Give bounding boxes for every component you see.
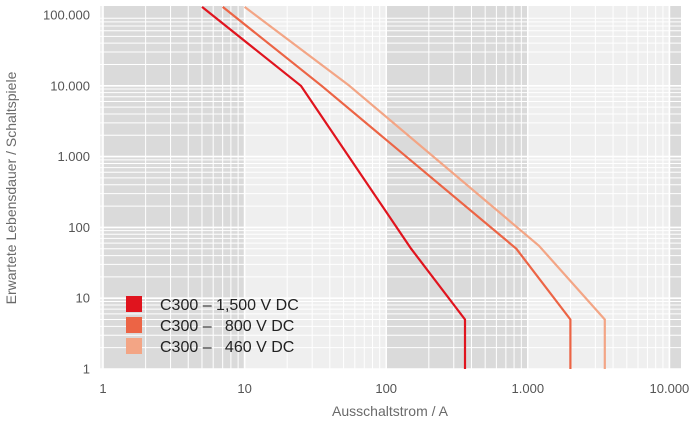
plot-background xyxy=(100,6,681,369)
y-tick-label: 100 xyxy=(68,220,90,235)
legend-swatch xyxy=(126,317,142,333)
series-line-3 xyxy=(243,6,606,369)
x-tick-label: 1 xyxy=(99,381,106,396)
x-tick-label: 10.000 xyxy=(650,381,690,396)
x-tick-label: 1.000 xyxy=(512,381,545,396)
x-axis-ticks: 1 10 100 1.000 10.000 xyxy=(99,381,689,396)
legend-swatch xyxy=(126,296,142,312)
y-tick-label: 1 xyxy=(83,362,90,377)
y-tick-label: 1.000 xyxy=(57,149,90,164)
legend-label: C300 – 1,500 V DC xyxy=(160,297,299,314)
series-line-1 xyxy=(201,6,467,369)
y-tick-label: 10 xyxy=(76,291,90,306)
series-line-2 xyxy=(222,6,572,369)
x-tick-label: 100 xyxy=(375,381,397,396)
series-lines xyxy=(201,6,606,369)
x-tick-label: 10 xyxy=(237,381,251,396)
decade-band xyxy=(100,6,103,369)
decade-band xyxy=(386,6,528,369)
legend: C300 – 1,500 V DC C300 – 800 V DC C300 – 4… xyxy=(126,296,299,356)
grid-lines xyxy=(100,6,681,370)
decade-band xyxy=(669,6,681,369)
y-axis-title: Erwartete Lebensdauer / Schaltspiele xyxy=(3,71,19,304)
y-tick-label: 100.000 xyxy=(43,8,90,23)
decade-band xyxy=(103,6,245,369)
x-axis-title: Ausschaltstrom / A xyxy=(332,403,449,419)
legend-label: C300 – 460 V DC xyxy=(160,339,294,356)
y-tick-label: 10.000 xyxy=(50,78,90,93)
y-axis-ticks: 1 10 100 1.000 10.000 100.000 xyxy=(43,8,90,377)
legend-label: C300 – 800 V DC xyxy=(160,318,294,335)
legend-swatch xyxy=(126,338,142,354)
